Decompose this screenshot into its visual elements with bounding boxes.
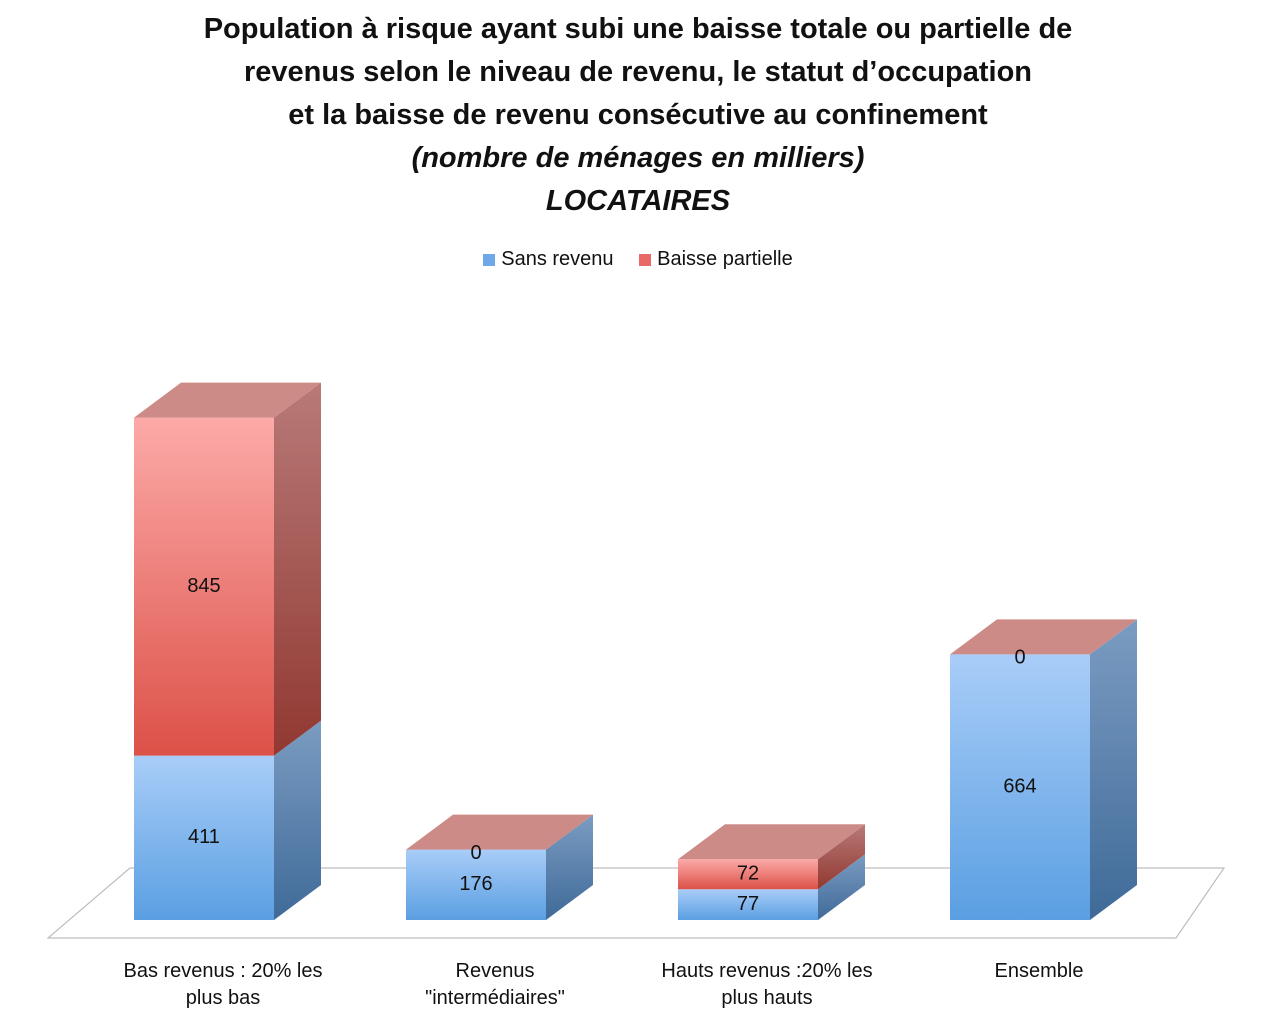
bar-side-sans-revenu [274,720,321,920]
x-axis-label: Hauts revenus :20% les plus hauts [627,958,907,1012]
data-label-baisse-partielle: 845 [187,575,220,597]
bar-segment-sans-revenu [950,654,1090,920]
chart-segment-label: LOCATAIRES [545,185,731,217]
chart-legend: Sans revenu Baisse partielle [0,248,1276,272]
chart-title: Population à risque ayant subi une baiss… [0,8,1276,223]
bar-segment-sans-revenu [678,889,818,920]
data-label-sans-revenu: 77 [737,893,759,915]
x-axis-label: Ensemble [899,958,1179,985]
bar-segment-baisse-partielle [678,859,818,890]
x-axis-label-line: Hauts revenus :20% les [661,960,873,982]
bar-side-baisse-partielle [274,382,321,756]
data-label-baisse-partielle: 0 [470,842,481,864]
chart-subtitle: (nombre de ménages en milliers) [411,142,865,174]
legend-label-sans-revenu: Sans revenu [501,248,614,270]
bar-side-sans-revenu [1090,619,1137,920]
legend-swatch-baisse-partielle [639,253,652,266]
data-label-baisse-partielle: 0 [1014,647,1025,669]
data-label-sans-revenu: 176 [459,873,492,895]
bar-side-sans-revenu [546,814,593,920]
bar-top-face [134,382,321,418]
x-axis-label: Revenus "intermédiaires" [355,958,635,1012]
x-axis-label-line: Revenus [455,960,535,982]
legend-label-baisse-partielle: Baisse partielle [657,248,793,270]
title-line-2: revenus selon le niveau de revenu, le st… [243,56,1033,88]
bar-top-face [678,824,865,860]
bar-segment-baisse-partielle [134,417,274,756]
x-axis-label-line: Ensemble [994,960,1084,982]
bar-top-face [406,814,593,850]
legend-item-sans-revenu: Sans revenu [483,248,614,271]
bar-top-face [950,619,1137,655]
title-line-3: et la baisse de revenu consécutive au co… [288,99,988,131]
title-line-1: Population à risque ayant subi une baiss… [203,13,1073,45]
bar-side-sans-revenu [818,854,865,920]
x-axis-label-line: Bas revenus : 20% les [123,960,323,982]
chart-floor [46,867,1226,939]
legend-item-baisse-partielle: Baisse partielle [639,248,793,271]
bar-segment-sans-revenu [406,849,546,920]
legend-swatch-sans-revenu [483,253,496,266]
x-axis-label-line: "intermédiaires" [425,987,565,1009]
data-label-sans-revenu: 411 [188,826,220,848]
x-axis-label: Bas revenus : 20% les plus bas [83,958,363,1012]
bar-side-baisse-partielle [818,824,865,890]
data-label-sans-revenu: 664 [1003,775,1036,797]
x-axis-label-line: plus bas [185,987,261,1009]
data-label-baisse-partielle: 72 [737,862,759,884]
bars-group: 411 845 176 0 77 72 664 0 [134,382,1137,920]
bar-segment-sans-revenu [134,755,274,920]
x-axis-label-line: plus hauts [721,987,813,1009]
